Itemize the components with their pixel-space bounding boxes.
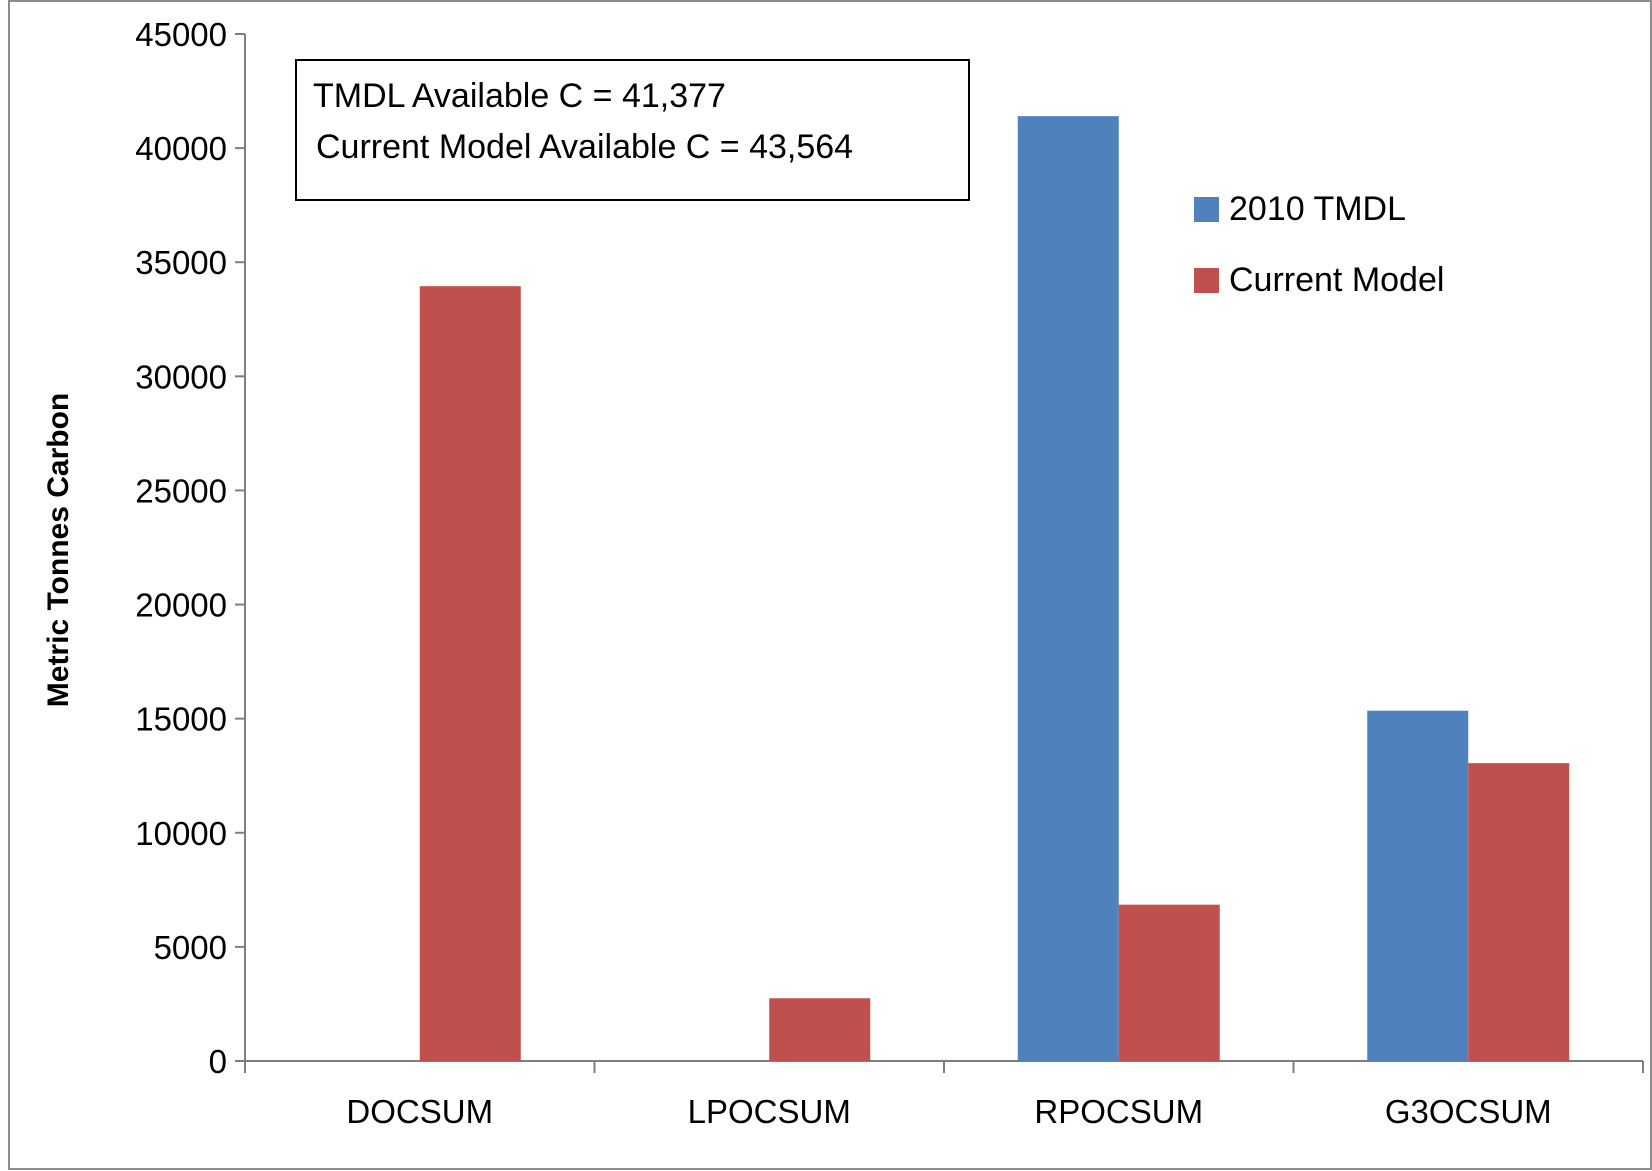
legend-label-2010-tmdl: 2010 TMDL: [1229, 190, 1406, 228]
bar-current-model-lpocsum: [769, 998, 871, 1061]
y-axis-title: Metric Tonnes Carbon: [42, 393, 75, 707]
y-tick-label: 15000: [135, 701, 227, 738]
x-category-label: G3OCSUM: [1385, 1093, 1552, 1130]
bars: [419, 116, 1570, 1061]
y-tick-label: 5000: [154, 929, 227, 966]
x-category-label: DOCSUM: [346, 1093, 493, 1130]
legend: 2010 TMDL Current Model: [1194, 190, 1444, 299]
annotation-box: TMDL Available C = 41,377 Current Model …: [295, 59, 970, 201]
y-tick-label: 25000: [135, 472, 227, 509]
x-category-label: LPOCSUM: [688, 1093, 851, 1130]
y-tick-label: 0: [209, 1043, 227, 1080]
y-tick-label: 30000: [135, 358, 227, 395]
legend-swatch-2010-tmdl: [1194, 197, 1219, 222]
legend-label-current-model: Current Model: [1229, 261, 1444, 299]
y-tick-label: 45000: [135, 16, 227, 53]
y-tick-label: 35000: [135, 244, 227, 281]
bar-2010-tmdl-g3ocsum: [1367, 710, 1469, 1061]
labels: 0 5000 10000 15000 20000 25000 30000 35000 40000…: [135, 16, 1551, 1130]
bar-current-model-docsum: [419, 286, 521, 1061]
annotation-line-current: Current Model Available C = 43,564: [316, 128, 853, 166]
bar-2010-tmdl-rpocsum: [1017, 116, 1119, 1061]
x-category-label: RPOCSUM: [1034, 1093, 1203, 1130]
bar-current-model-g3ocsum: [1468, 763, 1570, 1061]
y-tick-label: 10000: [135, 815, 227, 852]
annotation-box-border: [295, 59, 970, 201]
y-tick-label: 40000: [135, 130, 227, 167]
legend-swatch-current-model: [1194, 268, 1219, 293]
annotation-line-tmdl: TMDL Available C = 41,377: [313, 77, 726, 115]
bar-current-model-rpocsum: [1118, 904, 1220, 1061]
y-tick-label: 20000: [135, 587, 227, 624]
